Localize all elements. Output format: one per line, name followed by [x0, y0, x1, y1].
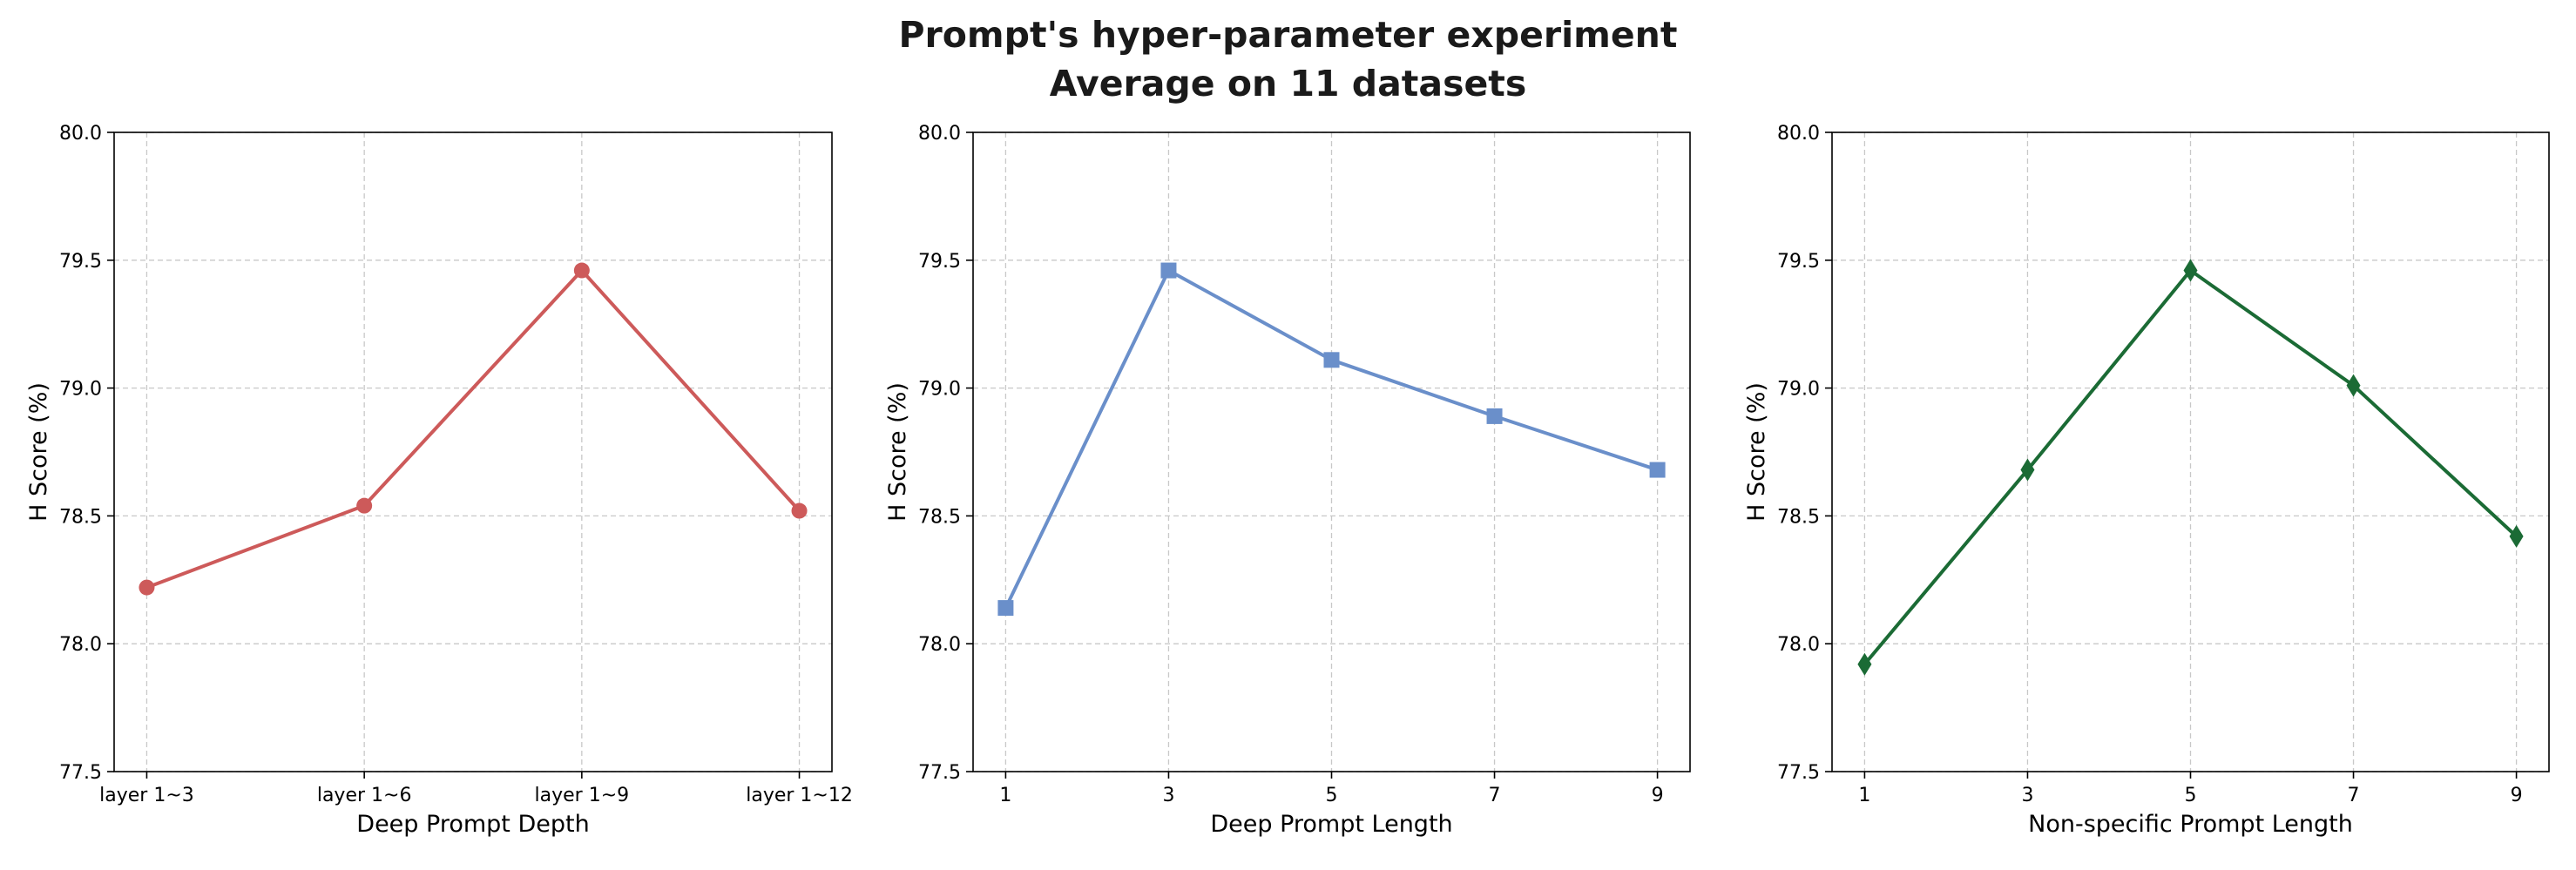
x-tick-label: layer 1~3	[99, 785, 194, 806]
figure-title-line-1: Prompt's hyper-parameter experiment	[898, 14, 1678, 56]
data-point	[356, 497, 373, 514]
plot-frame	[113, 132, 833, 772]
y-tick-label: 78.0	[59, 634, 102, 656]
y-tick-label: 78.5	[918, 506, 961, 528]
y-tick-label: 77.5	[59, 762, 102, 784]
x-axis-label: Deep Prompt Depth	[356, 811, 589, 838]
y-tick-label: 79.5	[59, 251, 102, 273]
figure-title-line-2: Average on 11 datasets	[1049, 63, 1527, 105]
data-point	[1486, 408, 1503, 424]
y-tick-label: 79.5	[1777, 251, 1820, 273]
y-tick-label: 79.5	[918, 251, 961, 273]
x-tick-label: 3	[1162, 785, 1174, 806]
y-tick-label: 78.5	[59, 506, 102, 528]
x-tick-label: layer 1~12	[746, 785, 853, 806]
x-tick-label: 7	[1489, 785, 1501, 806]
y-tick-label: 78.0	[1777, 634, 1820, 656]
y-tick-label: 80.0	[1777, 123, 1820, 145]
data-point	[791, 502, 808, 519]
x-tick-label: 3	[2021, 785, 2033, 806]
data-point	[1160, 262, 1177, 279]
y-tick-label: 79.0	[1777, 379, 1820, 401]
y-tick-label: 80.0	[59, 123, 102, 145]
chart-panel-1: 77.5 78.0 78.5 79.0 79.5 80.0 layer 1~3 layer 1…	[25, 123, 853, 838]
data-point	[1857, 652, 1872, 676]
x-tick-label: layer 1~6	[317, 785, 412, 806]
chart-panel-3: 77.5 78.0 78.5 79.0 79.5 80.0 1 3 5 7 9 Non-specifi…	[1743, 123, 2550, 838]
figure-title: Prompt's hyper-parameter experiment Aver…	[0, 10, 2576, 108]
y-axis-label: H Score (%)	[1743, 382, 1770, 522]
data-point	[2509, 524, 2524, 548]
y-tick-label: 78.0	[918, 634, 961, 656]
x-tick-label: 7	[2348, 785, 2360, 806]
x-tick-label: 1	[1858, 785, 1870, 806]
chart-panel-2: 77.5 78.0 78.5 79.0 79.5 80.0 1 3 5 7 9 Deep Prompt…	[884, 123, 1691, 838]
x-axis-label: Deep Prompt Length	[1210, 811, 1452, 838]
series-line	[145, 268, 801, 590]
data-point	[1649, 462, 1666, 478]
x-tick-label: 1	[999, 785, 1011, 806]
x-tick-label: 9	[2511, 785, 2523, 806]
x-tick-label: 9	[1652, 785, 1664, 806]
x-axis-label: Non-specific Prompt Length	[2028, 811, 2353, 838]
y-tick-label: 79.0	[918, 379, 961, 401]
y-tick-label: 77.5	[1777, 762, 1820, 784]
y-tick-label: 77.5	[918, 762, 961, 784]
x-tick-label: 5	[1326, 785, 1338, 806]
x-tick-label: layer 1~9	[535, 785, 630, 806]
y-tick-label: 78.5	[1777, 506, 1820, 528]
data-point	[2020, 458, 2035, 482]
data-point	[2183, 259, 2198, 282]
y-tick-label: 79.0	[59, 379, 102, 401]
data-point	[2346, 374, 2361, 397]
data-point	[573, 262, 590, 279]
y-tick-label: 80.0	[918, 123, 961, 145]
y-axis-label: H Score (%)	[884, 382, 911, 522]
data-point	[139, 579, 155, 596]
data-point	[1323, 352, 1340, 368]
data-point	[997, 600, 1014, 617]
y-axis-label: H Score (%)	[25, 382, 52, 522]
x-tick-label: 5	[2185, 785, 2197, 806]
